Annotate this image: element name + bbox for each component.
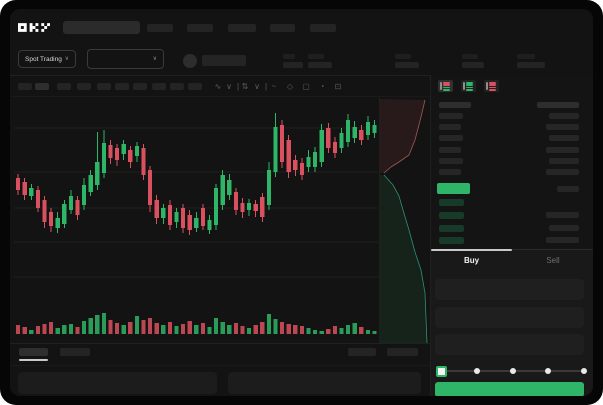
- timeframe-button[interactable]: [170, 83, 184, 90]
- fullscreen-icon[interactable]: ⊡: [334, 82, 342, 91]
- toolbar-divider: |: [236, 82, 240, 91]
- column-header-price: [439, 102, 471, 108]
- compare-icon[interactable]: ⇅: [241, 82, 249, 91]
- active-tab-underline: [19, 359, 48, 361]
- chevron-down-icon[interactable]: ∨: [226, 82, 232, 91]
- slider-step-dot[interactable]: [509, 368, 516, 374]
- order-input-field[interactable]: [435, 334, 584, 355]
- ask-amount-placeholder: [549, 158, 579, 164]
- nav-item[interactable]: [310, 24, 336, 32]
- orders-tab[interactable]: [348, 348, 376, 356]
- nav-item[interactable]: [228, 24, 256, 32]
- ask-price-placeholder[interactable]: [439, 158, 463, 164]
- book-bids-only-icon[interactable]: [461, 80, 476, 92]
- bid-price-placeholder[interactable]: [439, 225, 464, 232]
- timeframe-button[interactable]: [97, 83, 111, 90]
- timeframe-button[interactable]: [115, 83, 129, 90]
- stat-value-placeholder: [395, 62, 419, 68]
- search-input[interactable]: [63, 21, 140, 34]
- bid-amount-placeholder: [546, 212, 579, 218]
- candlestick-chart[interactable]: [14, 100, 378, 296]
- bid-amount-placeholder: [549, 225, 579, 231]
- timeframe-button[interactable]: [18, 83, 32, 90]
- stat-value-placeholder: [308, 62, 332, 68]
- chevron-down-icon: ∨: [152, 56, 157, 62]
- stat-value-placeholder: [283, 62, 303, 68]
- filter-field[interactable]: [228, 372, 421, 394]
- pair-selector-dropdown[interactable]: ∨: [87, 49, 164, 69]
- bid-amount-placeholder: [546, 237, 579, 243]
- volume-bars: [16, 313, 377, 334]
- filter-field[interactable]: [18, 372, 217, 394]
- order-input-field[interactable]: [435, 306, 584, 328]
- chevron-down-icon: ∨: [64, 56, 69, 62]
- ask-amount-placeholder: [546, 169, 579, 175]
- ask-price-placeholder[interactable]: [439, 147, 461, 153]
- slider-step-dot[interactable]: [473, 368, 480, 374]
- nav-item[interactable]: [147, 24, 173, 32]
- line-tool-icon[interactable]: ~: [271, 82, 277, 91]
- last-price-amount-placeholder: [557, 186, 579, 192]
- bid-price-placeholder[interactable]: [439, 237, 464, 244]
- nav-item[interactable]: [270, 24, 295, 32]
- nav-item[interactable]: [187, 24, 213, 32]
- tab-sell[interactable]: Sell: [546, 256, 560, 265]
- history-icon[interactable]: ◔: [319, 82, 325, 91]
- column-header-amount: [537, 102, 579, 108]
- last-price-indicator[interactable]: [437, 183, 470, 194]
- ask-amount-placeholder: [546, 147, 579, 153]
- stat-label-placeholder: [283, 54, 295, 59]
- timeframe-button[interactable]: [35, 83, 49, 90]
- buy-button[interactable]: [435, 382, 584, 396]
- market-type-label: Spot Trading: [25, 55, 62, 63]
- stat-value-placeholder: [462, 62, 484, 68]
- stat-value-placeholder: [517, 62, 545, 68]
- app-surface: Spot Trading ∨ ∨ ∿ ∨ | ⇅ ∨ | ~ ◇ ▢ ◔ ⊡: [10, 9, 593, 396]
- orders-tab[interactable]: [60, 348, 90, 356]
- book-combined-icon[interactable]: [438, 80, 453, 92]
- timeframe-button[interactable]: [152, 83, 166, 90]
- indicator-icon[interactable]: ∿: [214, 82, 222, 91]
- slider-step-dot[interactable]: [545, 368, 552, 374]
- book-asks-only-icon[interactable]: [484, 80, 499, 92]
- ask-price-placeholder[interactable]: [439, 124, 461, 130]
- ask-price-placeholder[interactable]: [439, 113, 463, 119]
- orderbook-panel: Buy Sell: [430, 75, 593, 396]
- pair-name-placeholder: [202, 55, 246, 66]
- ask-amount-placeholder: [549, 113, 579, 119]
- timeframe-button[interactable]: [77, 83, 91, 90]
- trade-form-section: Buy Sell: [431, 249, 593, 396]
- ask-price-placeholder[interactable]: [439, 135, 463, 141]
- tab-buy[interactable]: Buy: [463, 256, 480, 265]
- stat-label-placeholder: [462, 54, 478, 59]
- slider-step-dot[interactable]: [581, 368, 587, 374]
- stat-label-placeholder: [308, 54, 324, 59]
- order-input-field[interactable]: [435, 279, 584, 300]
- snapshot-icon[interactable]: ▢: [302, 82, 310, 91]
- chevron-down-icon[interactable]: ∨: [254, 82, 260, 91]
- ask-price-placeholder[interactable]: [439, 169, 461, 175]
- bid-price-placeholder[interactable]: [439, 212, 464, 219]
- ask-amount-placeholder: [549, 135, 579, 141]
- bid-price-placeholder[interactable]: [439, 199, 464, 206]
- okx-logo: [18, 23, 50, 32]
- toolbar-divider: |: [264, 82, 268, 91]
- market-type-dropdown[interactable]: Spot Trading ∨: [18, 50, 76, 68]
- orders-tab[interactable]: [387, 348, 418, 356]
- ask-amount-placeholder: [546, 124, 579, 130]
- timeframe-button[interactable]: [188, 83, 202, 90]
- draw-tool-icon[interactable]: ◇: [286, 82, 294, 91]
- depth-chart: [380, 99, 428, 343]
- active-tab-indicator: [431, 249, 512, 251]
- timeframe-button[interactable]: [133, 83, 147, 90]
- timeframe-button[interactable]: [57, 83, 71, 90]
- orders-tab[interactable]: [19, 348, 48, 356]
- slider-handle[interactable]: [435, 365, 447, 377]
- coin-avatar: [183, 54, 197, 68]
- stat-label-placeholder: [517, 54, 535, 59]
- stat-label-placeholder: [395, 54, 411, 59]
